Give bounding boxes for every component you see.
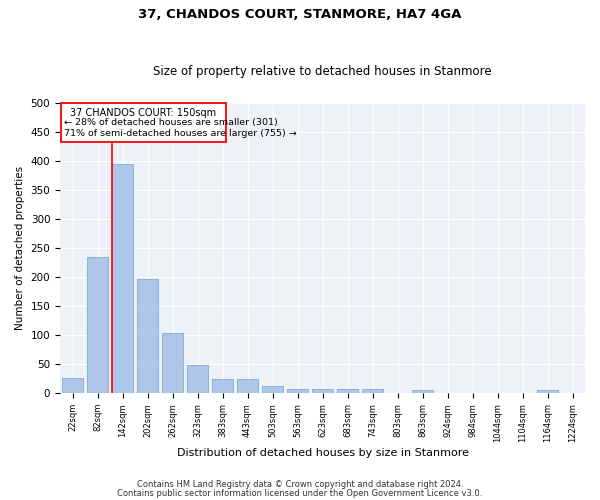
Bar (262, 386, 283, 393)
Bar (137, 279, 158, 393)
Bar (112, 164, 133, 393)
Text: ← 28% of detached houses are smaller (301): ← 28% of detached houses are smaller (30… (64, 118, 278, 128)
Bar (237, 378, 258, 393)
Text: 37 CHANDOS COURT: 150sqm: 37 CHANDOS COURT: 150sqm (70, 108, 216, 118)
Bar (62, 378, 83, 393)
Bar (412, 390, 433, 393)
Bar (87, 257, 108, 393)
Bar (187, 366, 208, 393)
Text: Contains public sector information licensed under the Open Government Licence v3: Contains public sector information licen… (118, 488, 482, 498)
Text: Contains HM Land Registry data © Crown copyright and database right 2024.: Contains HM Land Registry data © Crown c… (137, 480, 463, 489)
Text: 71% of semi-detached houses are larger (755) →: 71% of semi-detached houses are larger (… (64, 129, 297, 138)
Bar (162, 333, 183, 393)
Title: Size of property relative to detached houses in Stanmore: Size of property relative to detached ho… (153, 66, 492, 78)
Bar (287, 388, 308, 393)
Text: 37, CHANDOS COURT, STANMORE, HA7 4GA: 37, CHANDOS COURT, STANMORE, HA7 4GA (139, 8, 461, 20)
Bar (312, 388, 333, 393)
Bar (537, 390, 558, 393)
Bar (362, 388, 383, 393)
X-axis label: Distribution of detached houses by size in Stanmore: Distribution of detached houses by size … (176, 448, 469, 458)
Bar (61, 104, 226, 142)
Y-axis label: Number of detached properties: Number of detached properties (15, 166, 25, 330)
Bar (337, 388, 358, 393)
Bar (212, 378, 233, 393)
